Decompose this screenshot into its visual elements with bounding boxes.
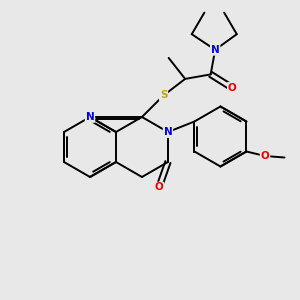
Text: O: O xyxy=(228,83,237,93)
Text: O: O xyxy=(261,151,269,161)
Text: S: S xyxy=(160,90,167,100)
Text: O: O xyxy=(154,182,163,193)
Text: N: N xyxy=(164,127,172,137)
Text: N: N xyxy=(85,112,94,122)
Text: N: N xyxy=(211,45,220,55)
